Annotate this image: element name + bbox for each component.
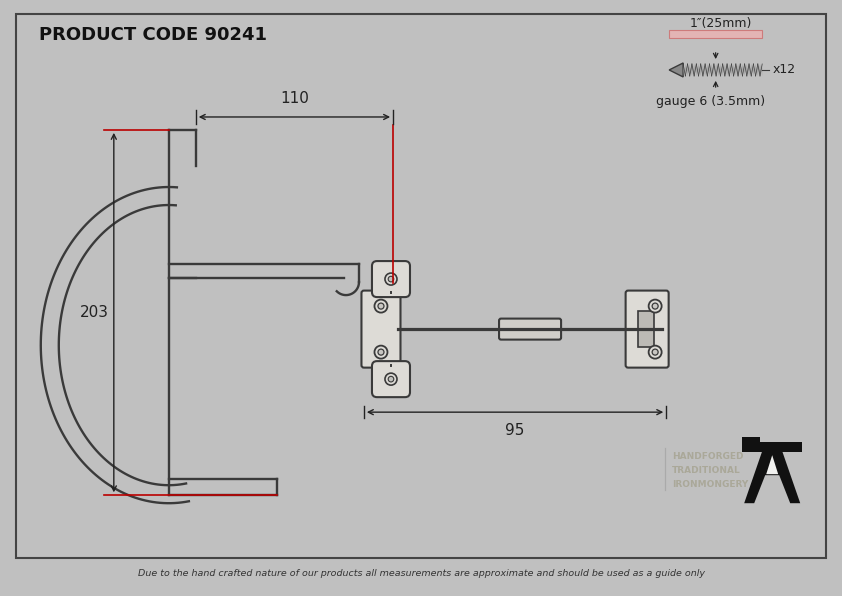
Polygon shape: [718, 64, 721, 76]
Polygon shape: [716, 64, 718, 76]
Polygon shape: [683, 64, 685, 76]
Polygon shape: [694, 64, 696, 76]
Polygon shape: [743, 64, 744, 76]
Polygon shape: [760, 64, 762, 76]
Bar: [742, 437, 760, 444]
Polygon shape: [714, 64, 716, 76]
Polygon shape: [738, 64, 740, 76]
Circle shape: [653, 349, 658, 355]
Text: IRONMONGERY: IRONMONGERY: [672, 480, 749, 489]
Circle shape: [385, 273, 397, 285]
FancyBboxPatch shape: [361, 291, 401, 368]
Circle shape: [375, 300, 387, 312]
Circle shape: [388, 277, 394, 282]
Bar: [669, 30, 762, 38]
Polygon shape: [707, 64, 710, 76]
Polygon shape: [727, 64, 729, 76]
Circle shape: [388, 376, 394, 382]
Circle shape: [648, 300, 662, 312]
Polygon shape: [747, 64, 749, 76]
Polygon shape: [692, 64, 694, 76]
Text: Due to the hand crafted nature of our products all measurements are approximate : Due to the hand crafted nature of our pr…: [137, 569, 705, 578]
Polygon shape: [766, 455, 778, 474]
Text: 95: 95: [505, 423, 525, 438]
Bar: [742, 442, 802, 452]
Polygon shape: [740, 64, 743, 76]
Polygon shape: [736, 64, 738, 76]
Text: HANDFORGED: HANDFORGED: [672, 452, 743, 461]
Polygon shape: [733, 64, 736, 76]
Text: 110: 110: [280, 91, 309, 106]
Text: TRADITIONAL: TRADITIONAL: [672, 466, 741, 475]
Polygon shape: [722, 64, 725, 76]
Text: gauge 6 (3.5mm): gauge 6 (3.5mm): [656, 95, 765, 108]
Polygon shape: [721, 64, 722, 76]
Bar: [638, 311, 654, 347]
Polygon shape: [696, 64, 699, 76]
FancyBboxPatch shape: [372, 361, 410, 397]
Circle shape: [648, 346, 662, 359]
Polygon shape: [688, 64, 690, 76]
FancyBboxPatch shape: [372, 261, 410, 297]
Circle shape: [375, 346, 387, 359]
Polygon shape: [705, 64, 707, 76]
Polygon shape: [751, 64, 754, 76]
Polygon shape: [749, 64, 751, 76]
Polygon shape: [711, 64, 714, 76]
Text: 203: 203: [80, 305, 109, 320]
Text: PRODUCT CODE 90241: PRODUCT CODE 90241: [39, 26, 267, 44]
Polygon shape: [703, 64, 705, 76]
Polygon shape: [669, 63, 683, 77]
Polygon shape: [690, 64, 692, 76]
Polygon shape: [701, 64, 703, 76]
Text: x12: x12: [772, 63, 796, 76]
Polygon shape: [755, 64, 758, 76]
FancyBboxPatch shape: [499, 319, 561, 340]
Polygon shape: [732, 64, 733, 76]
Text: 1″(25mm): 1″(25mm): [690, 17, 752, 30]
Polygon shape: [685, 64, 688, 76]
Polygon shape: [758, 64, 760, 76]
Polygon shape: [729, 64, 732, 76]
Circle shape: [378, 349, 384, 355]
FancyBboxPatch shape: [626, 291, 669, 368]
Polygon shape: [754, 64, 755, 76]
Circle shape: [385, 373, 397, 385]
Polygon shape: [725, 64, 727, 76]
Polygon shape: [744, 64, 747, 76]
Polygon shape: [699, 64, 701, 76]
Polygon shape: [744, 451, 800, 503]
Circle shape: [653, 303, 658, 309]
Circle shape: [378, 303, 384, 309]
Polygon shape: [710, 64, 711, 76]
